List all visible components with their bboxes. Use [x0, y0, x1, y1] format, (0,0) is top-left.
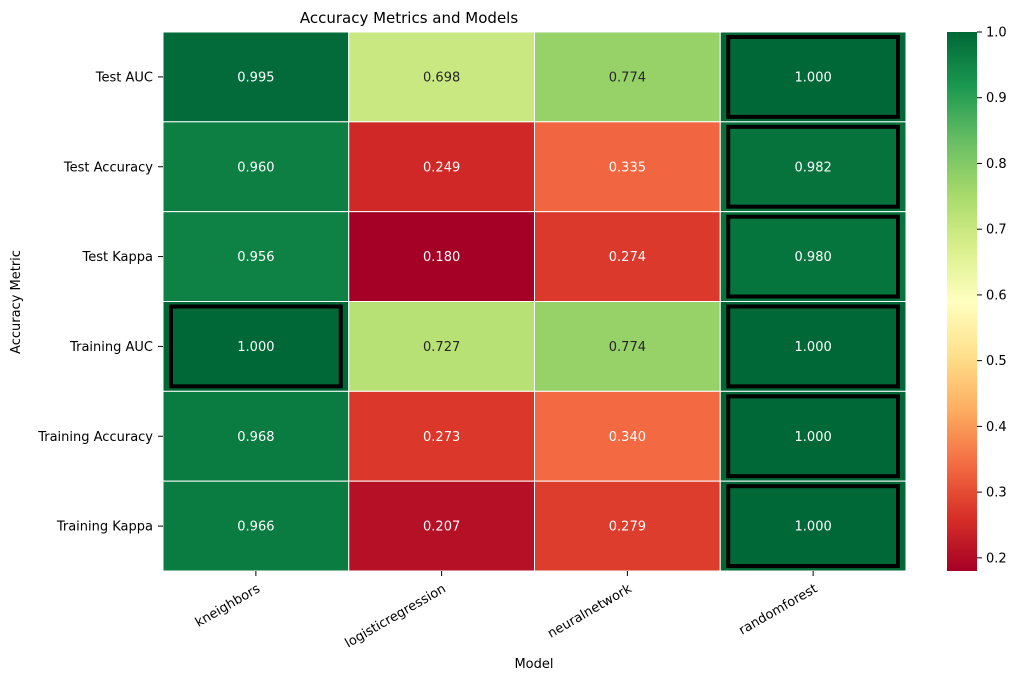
heatmap-cell: [534, 480, 721, 572]
heatmap-cell: [348, 480, 535, 572]
cell-value-label: 0.968: [237, 430, 274, 445]
row-max-highlight: [726, 394, 900, 479]
cell-value-label: 0.180: [423, 250, 460, 265]
y-tick-label: Training AUC: [69, 340, 153, 355]
cell-value-label: 0.207: [423, 520, 460, 535]
colorbar-tick-label: 0.8: [986, 157, 1007, 172]
colorbar-tick-label: 0.2: [986, 551, 1007, 566]
colorbar-gradient: [947, 32, 977, 571]
y-tick-label: Test Accuracy: [63, 160, 153, 175]
colorbar-tick-label: 0.7: [986, 223, 1007, 238]
cell-value-label: 0.340: [609, 430, 646, 445]
cell-value-label: 0.274: [609, 250, 646, 265]
colorbar-tick-label: 0.9: [986, 91, 1007, 106]
cell-value-label: 0.995: [237, 70, 274, 85]
cell-value-label: 0.966: [237, 520, 274, 535]
cell-value-label: 1.000: [795, 70, 832, 85]
cell-value-label: 0.774: [609, 70, 646, 85]
row-max-highlight: [169, 304, 343, 389]
cell-value-label: 0.279: [609, 520, 646, 535]
heatmap-cell: [162, 480, 350, 572]
cell-value-label: 0.982: [795, 160, 832, 175]
colorbar-tick-label: 0.5: [986, 354, 1007, 369]
cell-value-labels: 0.995 0.698 0.774 1.000 0.960 0.249 0.335 0.982…: [237, 70, 831, 534]
cell-value-label: 1.000: [795, 520, 832, 535]
heatmap-cell: [534, 301, 721, 392]
cell-value-label: 1.000: [237, 340, 274, 355]
heatmap-cell: [162, 121, 350, 213]
cell-value-label: 0.698: [423, 70, 460, 85]
heatmap-cell: [719, 301, 907, 392]
heatmap-cell: [348, 301, 535, 392]
cell-value-label: 0.273: [423, 430, 460, 445]
cell-value-label: 0.249: [423, 160, 460, 175]
heatmap-cell: [162, 390, 350, 482]
y-axis-label: Accuracy Metric: [9, 250, 24, 354]
heatmap-cell: [719, 211, 907, 303]
row-max-highlight: [726, 124, 900, 209]
heatmap-cell: [348, 211, 535, 303]
heatmap-cell: [162, 301, 350, 392]
colorbar-tick-label: 0.6: [986, 288, 1007, 303]
y-tick-label: Training Accuracy: [37, 430, 153, 445]
x-axis-label: Model: [514, 657, 553, 672]
heatmap-cell: [534, 31, 721, 123]
x-tick-label: neuralnetwork: [545, 581, 634, 641]
y-tick-label: Training Kappa: [56, 520, 153, 535]
cell-value-label: 0.774: [609, 340, 646, 355]
heatmap-cell: [719, 390, 907, 482]
x-tick-label: logisticregression: [343, 581, 449, 651]
y-axis: Test AUC Test Accuracy Test Kappa Training …: [37, 70, 163, 535]
cell-value-label: 0.727: [423, 340, 460, 355]
x-axis: kneighbors logisticregression neuralnetwor…: [193, 571, 820, 651]
max-highlights: [169, 35, 900, 568]
x-tick-label: kneighbors: [193, 581, 263, 630]
heatmap-cell: [719, 31, 907, 123]
heatmap-cells: [162, 31, 907, 572]
row-max-highlight: [726, 484, 900, 568]
cell-value-label: 0.335: [609, 160, 646, 175]
heatmap-cell: [719, 480, 907, 572]
x-tick-label: randomforest: [737, 581, 821, 638]
heatmap-cell: [162, 31, 350, 123]
row-max-highlight: [726, 35, 900, 119]
colorbar-tick-label: 0.4: [986, 420, 1007, 435]
colorbar-tick-label: 0.3: [986, 486, 1007, 501]
colorbar: 0.2 0.3 0.4 0.5 0.6 0.7 0.8 0.9 1.0: [947, 26, 1007, 571]
cell-value-label: 1.000: [795, 430, 832, 445]
cell-value-label: 1.000: [795, 340, 832, 355]
heatmap-cell: [348, 390, 535, 482]
colorbar-tick-label: 1.0: [986, 26, 1007, 41]
chart-title: Accuracy Metrics and Models: [300, 9, 518, 27]
row-max-highlight: [726, 304, 900, 389]
heatmap-cell: [534, 390, 721, 482]
row-max-highlight: [726, 214, 900, 299]
heatmap-cell: [348, 31, 535, 123]
y-tick-label: Test AUC: [95, 70, 153, 85]
heatmap-cell: [348, 121, 535, 213]
cell-value-label: 0.980: [795, 250, 832, 265]
cell-value-label: 0.960: [237, 160, 274, 175]
y-tick-label: Test Kappa: [82, 250, 153, 265]
cell-value-label: 0.956: [237, 250, 274, 265]
heatmap-cell: [719, 121, 907, 213]
